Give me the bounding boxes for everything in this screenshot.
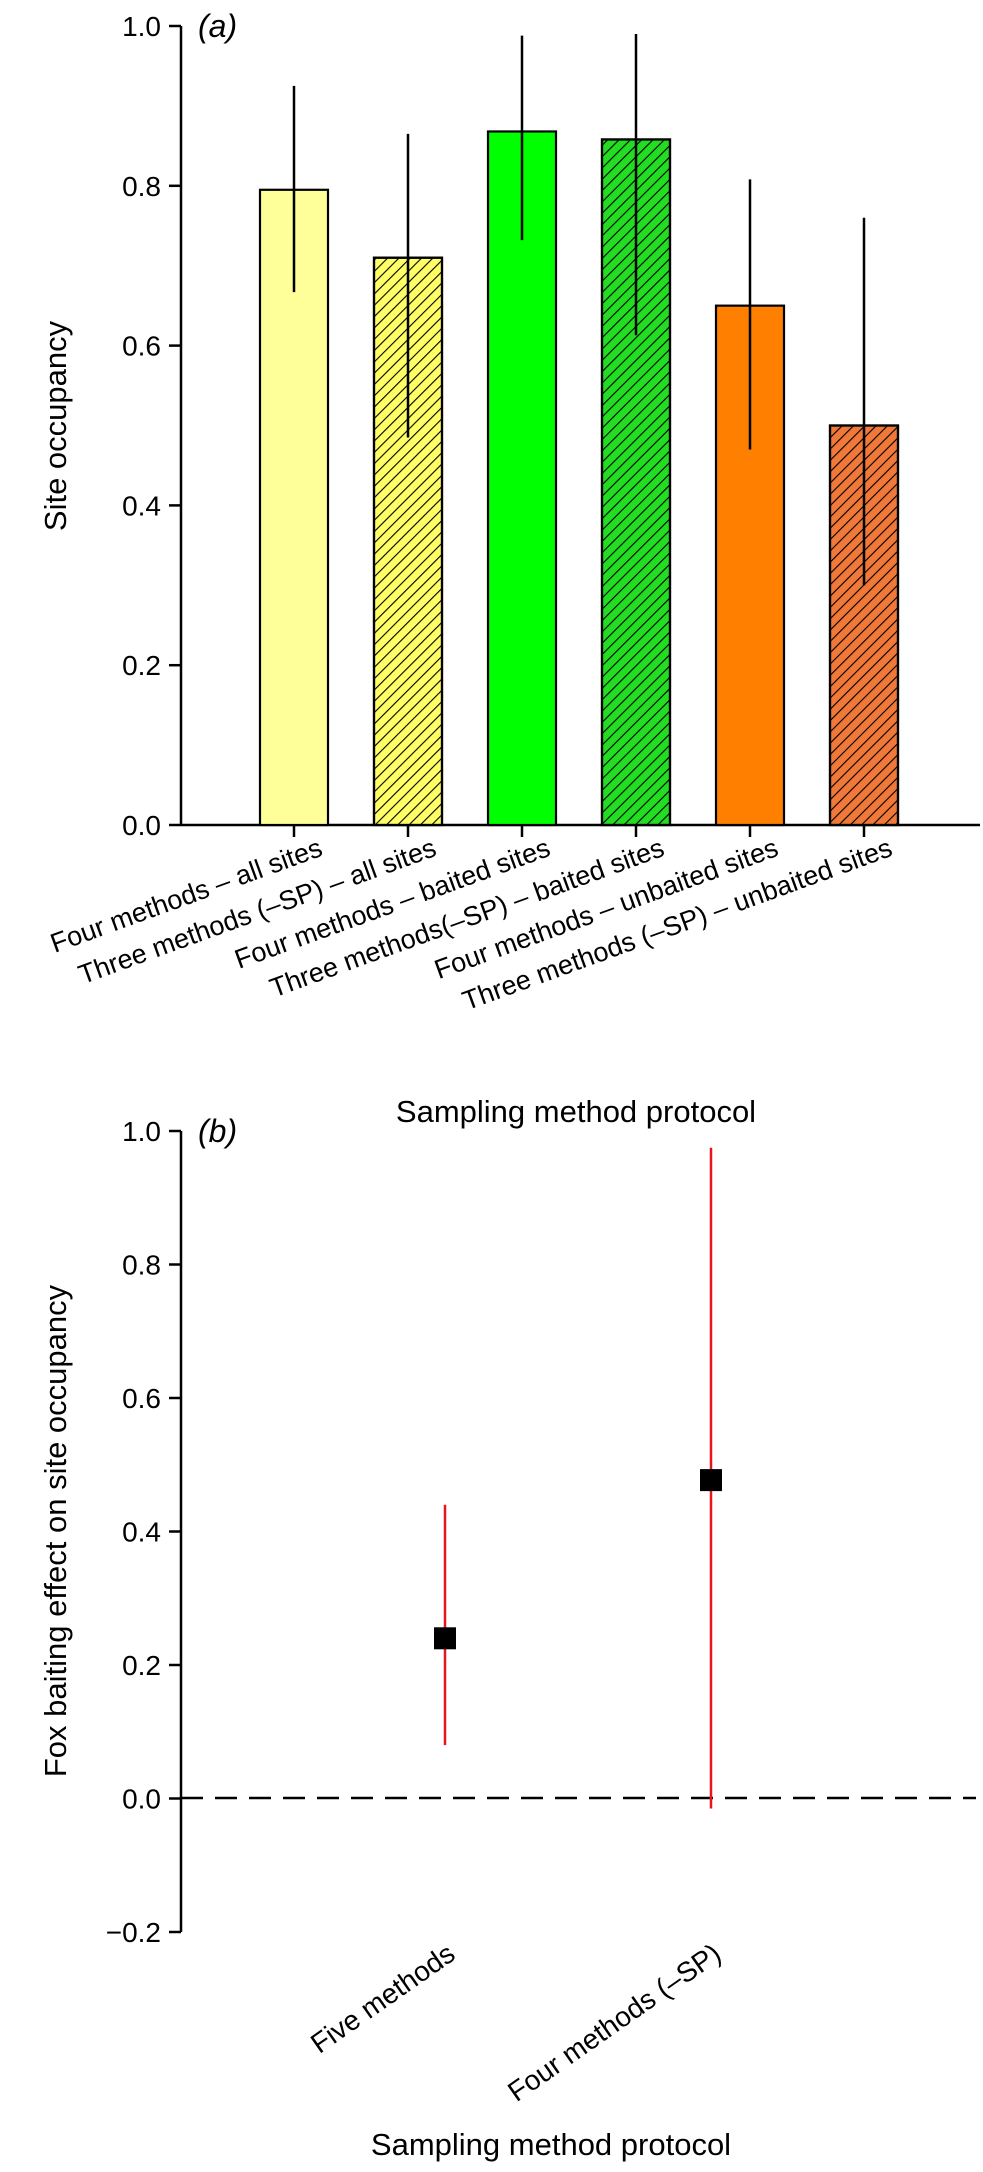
bar [258,188,330,827]
y-tick-label: 0.2 [122,650,161,681]
y-tick-label: 1.0 [122,1116,161,1147]
panel-a-label: (a) [198,8,237,44]
point-estimate-marker [700,1469,722,1492]
panel-a-x-axis-title: Sampling method protocol [396,1094,756,1129]
y-tick-label: 0.0 [122,810,161,841]
x-tick-label: Four methods (–SP) [502,1938,726,2108]
y-tick-label: −0.2 [106,1917,161,1948]
y-tick-label: 0.8 [122,1250,161,1281]
y-tick-label: 0.4 [122,1517,161,1548]
y-tick-label: 0.8 [122,171,161,202]
y-tick-label: 0.0 [122,1784,161,1815]
y-tick-label: 0.2 [122,1650,161,1681]
panel-a-bar-chart: (a) 0.00.20.40.60.81.0 Four methods – al… [38,8,980,1129]
y-tick-label: 0.6 [122,331,161,362]
panel-b-y-axis-title: Fox baiting effect on site occupancy [38,1284,73,1777]
point-estimate-marker [434,1627,456,1650]
y-tick-label: 0.6 [122,1383,161,1414]
panel-b-x-axis-title: Sampling method protocol [371,2127,731,2162]
panel-b-label: (b) [198,1113,237,1149]
x-tick-label: Five methods [305,1938,460,2060]
y-tick-label: 1.0 [122,11,161,42]
panel-a-y-axis-title: Site occupancy [38,320,73,531]
panel-b-effect-plot: (b) −0.2 0.0 0.2 0.4 0.6 0.8 1.0 Five methods F… [38,1113,976,2162]
y-tick-label: 0.4 [122,490,161,521]
